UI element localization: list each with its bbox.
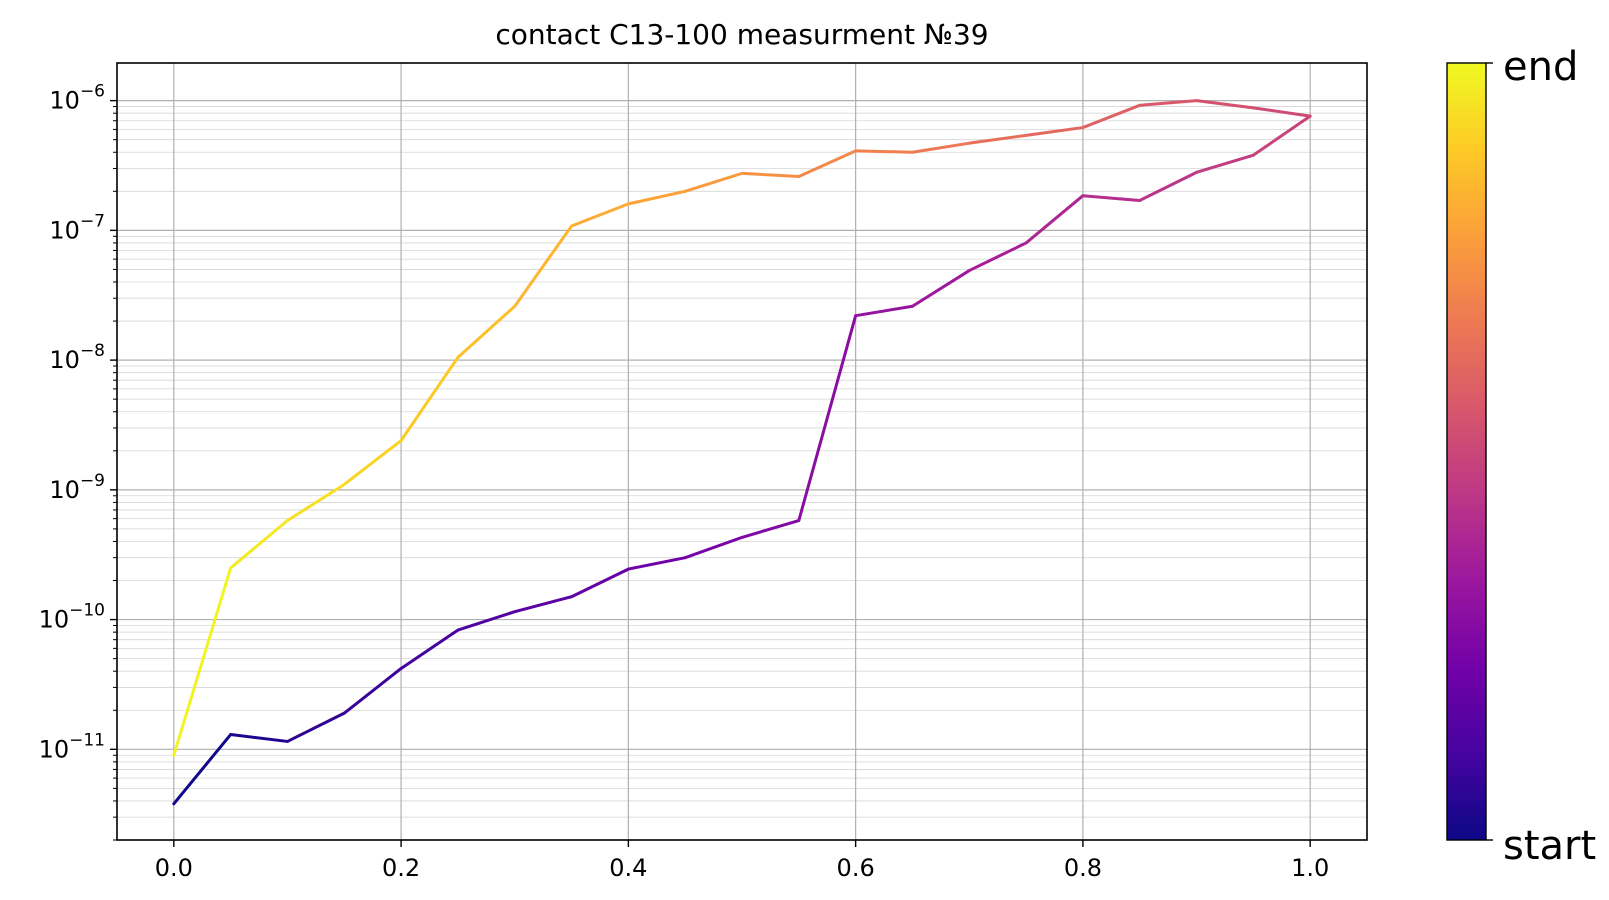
series-segment: [285, 711, 346, 743]
y-tick-label: 10−10: [39, 601, 105, 634]
series-segment: [1195, 153, 1255, 174]
series-segment: [854, 304, 914, 318]
y-tick-label: 10−7: [49, 211, 105, 244]
series-segment: [513, 595, 574, 614]
colorbar: end start: [1446, 44, 1596, 869]
x-tick-label: 0.8: [1064, 854, 1102, 882]
x-tick-label: 0.6: [837, 854, 875, 882]
x-tick-label: 0.4: [609, 854, 647, 882]
minor-gridlines: [117, 106, 1367, 841]
colorbar-top-label: end: [1503, 44, 1578, 90]
series-segment: [1195, 99, 1255, 110]
series-segment: [229, 733, 289, 743]
series-segment: [1081, 194, 1142, 202]
series-segment: [456, 610, 517, 632]
series-segment: [1251, 114, 1312, 157]
data-series: [172, 99, 1312, 806]
series-segment: [854, 149, 914, 154]
series-segment: [1024, 126, 1085, 137]
series-segment: [342, 439, 403, 486]
series-segment: [740, 171, 801, 179]
series-segment: [740, 519, 801, 539]
series-segment: [626, 189, 687, 206]
series-segment: [342, 666, 403, 715]
series-segment: [1081, 103, 1142, 130]
series-segment: [456, 304, 517, 359]
series-segment: [285, 482, 346, 523]
series-segment: [229, 519, 289, 570]
series-segment: [910, 269, 971, 308]
series-segment: [570, 202, 630, 228]
series-segment: [1138, 99, 1199, 107]
x-tick-label: 0.2: [382, 854, 420, 882]
series-segment: [1024, 194, 1085, 245]
plot-frame: [116, 62, 1368, 841]
series-segment: [1138, 170, 1199, 202]
series-segment: [683, 535, 744, 560]
series-segment: [797, 314, 858, 523]
series-segment: [570, 567, 630, 599]
series-segment: [399, 628, 460, 670]
axis-ticks: 10−6 10−7 10−8 10−9 10−10 10−11 0.0 0.2 0.4 0.6 0.…: [39, 82, 1330, 882]
colorbar-gradient: [1446, 62, 1487, 841]
series-segment: [1251, 106, 1312, 118]
series-segment: [626, 556, 687, 571]
y-tick-label: 10−8: [49, 341, 105, 374]
x-tick-label: 1.0: [1291, 854, 1329, 882]
chart-title: contact C13-100 measurment №39: [495, 18, 988, 51]
series-segment: [513, 224, 574, 308]
x-tick-label: 0.0: [155, 854, 193, 882]
y-tick-label: 10−9: [49, 471, 105, 504]
series-segment: [683, 171, 744, 193]
series-segment: [967, 241, 1028, 273]
series-segment: [967, 133, 1028, 145]
series-segment: [399, 355, 460, 443]
y-tick-label: 10−6: [49, 82, 105, 115]
series-segment: [910, 141, 971, 154]
series-segment: [172, 566, 233, 757]
series-segment: [797, 149, 858, 179]
series-segment: [172, 733, 233, 806]
y-tick-label: 10−11: [39, 730, 105, 763]
major-gridlines: [117, 63, 1367, 840]
colorbar-bottom-label: start: [1503, 823, 1596, 869]
